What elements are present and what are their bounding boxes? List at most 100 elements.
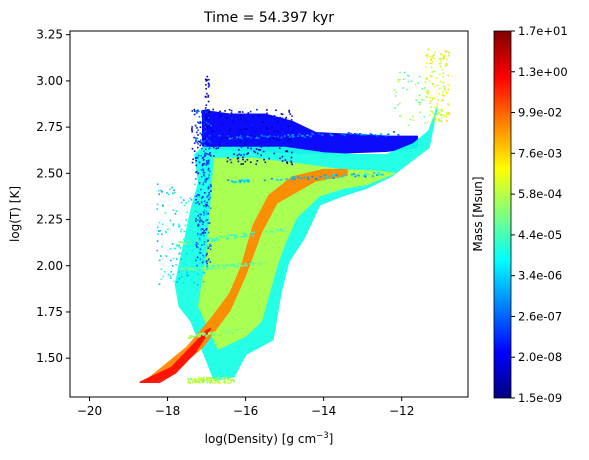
cluster-pixel-hot-diffuse-cloud (269, 140, 272, 142)
streak-pixel (293, 178, 296, 181)
cluster-pixel-blue-spikes (204, 124, 207, 126)
streak-pixel (200, 269, 203, 271)
cluster-pixel-hot-diffuse-cloud (219, 145, 221, 147)
streak-pixel (185, 241, 188, 244)
cluster-pixel-bottom-floor (196, 378, 199, 381)
streak-pixel (233, 331, 236, 334)
cluster-pixel-hot-diffuse-cloud (269, 138, 271, 141)
streak-pixel (266, 136, 269, 138)
streak-pixel (243, 235, 246, 238)
cluster-pixel-bottom-floor (214, 381, 216, 383)
streak-pixel (392, 131, 396, 133)
cluster-pixel-vertical-column-low-density (203, 152, 206, 155)
cluster-pixel-vertical-column-low-density (196, 170, 198, 173)
cluster-pixel-upper-right-tail (429, 74, 432, 77)
cluster-pixel-vertical-column-low-density (208, 148, 210, 150)
cluster-pixel-upper-right-tail (433, 120, 436, 123)
cluster-pixel-hot-diffuse-cloud (191, 130, 193, 133)
cluster-pixel-upper-right-tail (428, 102, 431, 104)
cluster-pixel-hot-diffuse-cloud (227, 136, 229, 138)
cluster-pixel-hot-diffuse-cloud (281, 155, 284, 158)
streak-pixel (297, 135, 300, 137)
cluster-pixel-upper-right-tail (447, 84, 450, 87)
cluster-pixel-bottom-floor (206, 378, 209, 381)
cluster-pixel-vertical-column-low-density (206, 219, 209, 221)
cluster-pixel-hot-diffuse-cloud (219, 114, 221, 116)
cluster-pixel-low-density-wisps (186, 211, 189, 213)
cluster-pixel-upper-right-tail (437, 108, 439, 111)
streak-pixel (239, 136, 242, 139)
cluster-pixel-bottom-floor (218, 382, 220, 384)
cluster-pixel-bottom-floor (211, 377, 213, 380)
cluster-pixel-top-right-sparse (423, 115, 426, 118)
cluster-pixel-low-density-wisps (189, 238, 192, 240)
cluster-pixel-vertical-column-low-density (204, 130, 207, 133)
cluster-pixel-low-density-wisps (160, 278, 163, 280)
cluster-pixel-upper-right-tail (442, 85, 445, 88)
cluster-pixel-vertical-column-low-density (209, 197, 211, 199)
cluster-pixel-hot-diffuse-cloud (284, 159, 287, 161)
streak-pixel (195, 267, 198, 270)
cluster-pixel-upper-right-tail (431, 71, 433, 73)
cluster-pixel-bottom-floor (225, 381, 228, 384)
cluster-pixel-hot-diffuse-cloud (242, 158, 244, 161)
streak-pixel (217, 332, 220, 335)
cluster-pixel-upper-right-tail (425, 62, 428, 65)
cluster-pixel-vertical-column-low-density (208, 153, 210, 156)
streak-pixel (325, 177, 328, 180)
cluster-pixel-bottom-floor (197, 379, 200, 381)
cluster-pixel-upper-right-tail (435, 117, 437, 120)
streak-pixel (234, 235, 237, 238)
cluster-pixel-upper-right-tail (429, 96, 432, 99)
streak-pixel (178, 241, 181, 243)
cluster-pixel-hot-diffuse-cloud (210, 128, 212, 130)
cluster-pixel-upper-right-tail (446, 92, 448, 94)
cluster-pixel-upper-right-tail (446, 58, 448, 61)
cluster-pixel-top-right-sparse (421, 87, 424, 90)
cluster-pixel-hot-diffuse-cloud (238, 153, 241, 156)
cluster-pixel-upper-right-tail (425, 78, 428, 80)
cluster-pixel-blue-spikes (206, 79, 208, 81)
cluster-pixel-hot-diffuse-cloud (262, 134, 264, 136)
cluster-pixel-hot-diffuse-cloud (246, 159, 249, 161)
streak-pixel (204, 268, 207, 270)
cluster-pixel-upper-right-tail (426, 91, 428, 93)
cluster-pixel-low-density-wisps (199, 218, 201, 221)
cluster-pixel-low-density-wisps (156, 249, 159, 252)
streak-pixel (237, 262, 241, 265)
cluster-pixel-vertical-column-low-density (208, 194, 210, 196)
cluster-pixel-hot-diffuse-cloud (272, 137, 274, 139)
cluster-pixel-vertical-column-low-density (201, 197, 203, 199)
cluster-pixel-bottom-floor (192, 382, 194, 384)
cluster-pixel-upper-right-tail (438, 118, 440, 121)
streak-pixel (232, 234, 235, 237)
cluster-pixel-vertical-column-low-density (198, 116, 201, 118)
cluster-pixel-low-density-wisps (177, 223, 180, 226)
cluster-pixel-hot-diffuse-cloud (204, 148, 207, 151)
cluster-pixel-hot-diffuse-cloud (217, 111, 220, 114)
cluster-pixel-top-right-sparse (419, 101, 421, 104)
cluster-pixel-low-density-wisps (205, 211, 208, 213)
cluster-pixel-upper-right-tail (448, 104, 450, 106)
streak-pixel (287, 134, 290, 136)
cluster-pixel-hot-diffuse-cloud (255, 130, 257, 133)
cluster-pixel-upper-right-tail (430, 110, 432, 113)
cluster-pixel-vertical-column-low-density (203, 205, 205, 207)
cluster-pixel-low-density-wisps (170, 271, 172, 273)
cluster-pixel-upper-right-tail (427, 93, 430, 95)
cluster-pixel-blue-spikes (205, 126, 208, 129)
cluster-pixel-blue-spikes (208, 110, 210, 112)
cluster-pixel-upper-right-tail (425, 54, 428, 57)
cluster-pixel-hot-diffuse-cloud (220, 122, 223, 124)
cluster-pixel-hot-diffuse-cloud (226, 142, 229, 145)
streak-pixel (185, 269, 188, 272)
cluster-pixel-vertical-column-low-density (207, 231, 210, 234)
y-tick-label: 1.50 (36, 351, 63, 365)
streak-pixel (341, 133, 344, 135)
cluster-pixel-vertical-column-low-density (202, 221, 205, 223)
cluster-pixel-top-right-sparse (394, 95, 397, 97)
cluster-pixel-hot-diffuse-cloud (255, 163, 257, 165)
cluster-pixel-vertical-column-low-density (207, 259, 209, 262)
cluster-pixel-bottom-floor (202, 377, 205, 379)
cluster-pixel-hot-diffuse-cloud (253, 150, 255, 153)
